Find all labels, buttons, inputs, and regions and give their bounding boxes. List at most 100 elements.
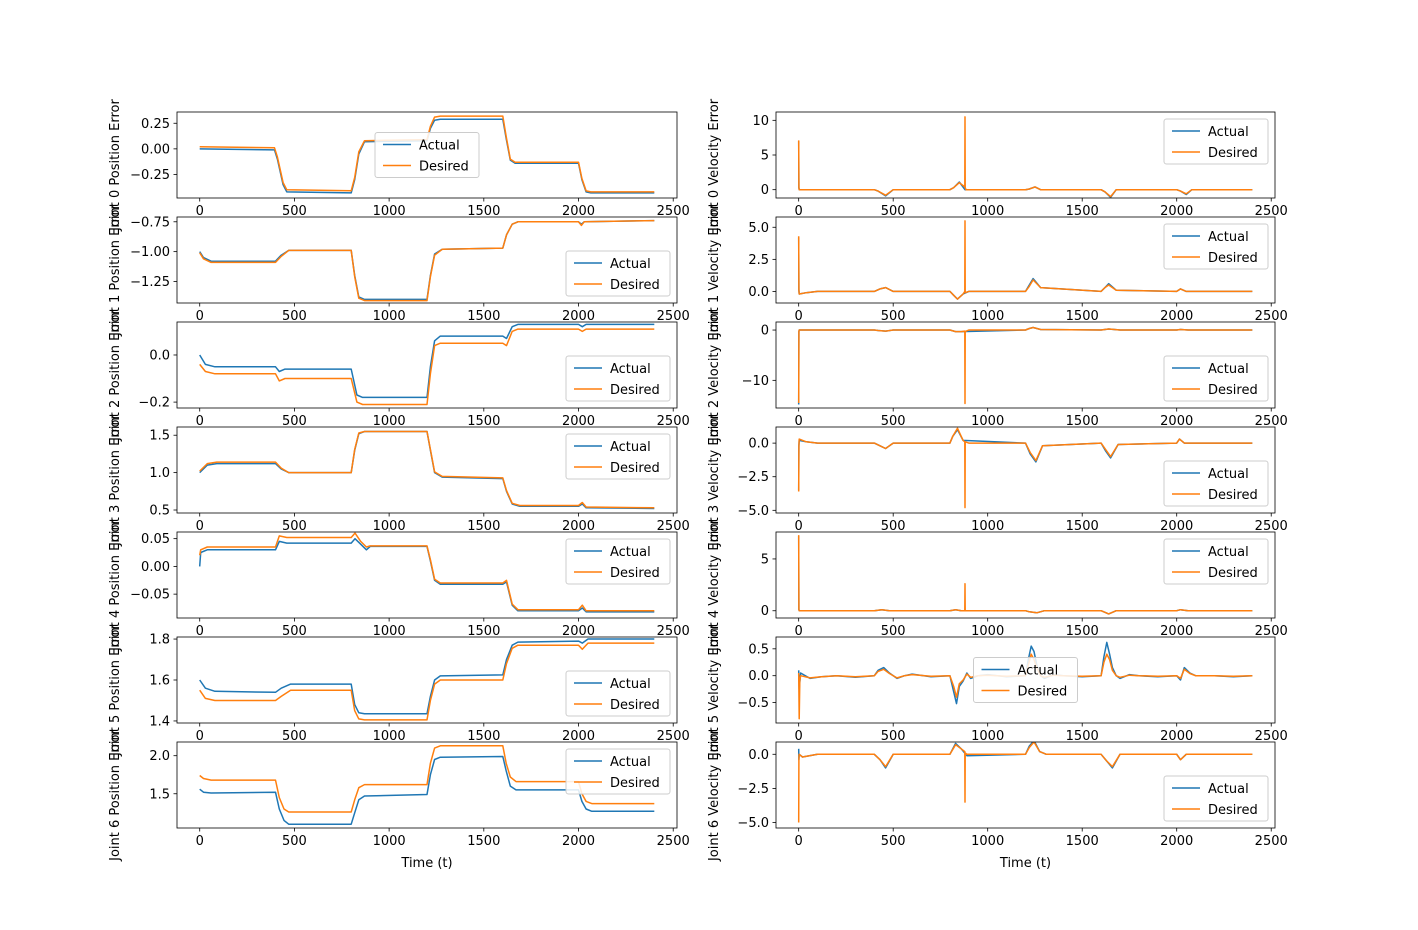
x-tick-label: 0: [795, 204, 803, 219]
x-tick-label: 2000: [1160, 519, 1193, 534]
legend-label-actual: Actual: [1018, 664, 1059, 679]
y-tick-label: 0.00: [141, 560, 170, 575]
x-tick-label: 2000: [562, 729, 595, 744]
legend-label-actual: Actual: [1208, 545, 1249, 560]
x-tick-label: 1500: [467, 204, 500, 219]
x-tick-label: 2000: [1160, 624, 1193, 639]
axes-frame: [176, 426, 678, 514]
subplot-10: 0 500 1000 1500 2000 2500 0.0 −2.5 −5.0 Joint 3 V…: [707, 413, 1288, 547]
x-tick-label: 500: [881, 309, 906, 324]
legend-label-actual: Actual: [610, 755, 651, 770]
x-tick-label: 1000: [373, 729, 406, 744]
axes-frame: [775, 321, 1276, 409]
x-tick-label: 500: [282, 309, 307, 324]
axes-frame: [176, 531, 678, 619]
x-tick-label: 2500: [1255, 834, 1288, 849]
y-tick-label: 0.05: [141, 532, 170, 547]
x-tick-label: 2000: [562, 519, 595, 534]
y-tick-label: −1.00: [130, 245, 170, 260]
legend-label-actual: Actual: [419, 139, 460, 154]
legend: Actual Desired: [1163, 355, 1269, 402]
x-tick-label: 2500: [657, 834, 690, 849]
legend: Actual Desired: [565, 355, 671, 402]
legend: Actual Desired: [565, 250, 671, 297]
legend-label-desired: Desired: [1208, 803, 1258, 818]
x-tick-label: 1500: [467, 729, 500, 744]
y-tick-label: 2.0: [149, 749, 170, 764]
axes-frame: [775, 216, 1276, 304]
y-tick-label: −0.75: [130, 215, 170, 230]
y-tick-label: −2.5: [737, 782, 769, 797]
legend-label-desired: Desired: [419, 160, 469, 175]
legend: Actual Desired: [1163, 538, 1269, 585]
x-tick-label: 500: [282, 204, 307, 219]
x-tick-label: 2000: [1160, 834, 1193, 849]
y-tick-label: 1.0: [149, 466, 170, 481]
series-line-desired: [797, 742, 1253, 823]
y-tick-label: 1.4: [149, 714, 170, 729]
axes-frame: [775, 531, 1276, 619]
y-tick-label: 0.0: [748, 285, 769, 300]
y-tick-label: 0: [761, 604, 769, 619]
y-tick-label: 0.0: [748, 748, 769, 763]
series-line-desired: [797, 427, 1253, 509]
legend: Actual Desired: [374, 132, 480, 178]
x-tick-label: 1000: [971, 519, 1004, 534]
legend: Actual Desired: [1163, 460, 1269, 507]
x-tick-label: 1500: [1066, 309, 1099, 324]
legend-label-desired: Desired: [610, 566, 660, 581]
x-tick-label: 2500: [1255, 309, 1288, 324]
x-tick-label: 1500: [1066, 204, 1099, 219]
subplot-13: 0 500 1000 1500 2000 2500 0.0 −2.5 −5.0 Joint 6 V…: [707, 728, 1288, 871]
x-tick-label: 0: [795, 624, 803, 639]
subplot-11: 0 500 1000 1500 2000 2500 5 0 Joint 4 Velocity E…: [707, 518, 1288, 652]
legend-label-desired: Desired: [610, 776, 660, 791]
x-tick-label: 0: [196, 729, 204, 744]
y-tick-label: 5: [761, 149, 769, 164]
legend-label-actual: Actual: [610, 545, 651, 560]
y-tick-label: 1.8: [149, 633, 170, 648]
legend-label-actual: Actual: [1208, 125, 1249, 140]
legend-label-actual: Actual: [1208, 230, 1249, 245]
x-axis-label: Time (t): [999, 856, 1051, 871]
x-tick-label: 0: [196, 834, 204, 849]
series-line-desired: [199, 115, 655, 193]
y-tick-label: −10: [742, 374, 769, 389]
x-tick-label: 500: [881, 519, 906, 534]
x-tick-label: 1000: [373, 309, 406, 324]
legend-label-desired: Desired: [1208, 488, 1258, 503]
x-tick-label: 1000: [373, 519, 406, 534]
y-tick-label: −5.0: [737, 816, 769, 831]
y-tick-label: 0.0: [748, 437, 769, 452]
x-tick-label: 500: [881, 414, 906, 429]
y-axis-label: Joint 3 Velocity Error: [707, 413, 722, 547]
subplot-4: 0 500 1000 1500 2000 2500 0.05 0.00 −0.05 Joint 4…: [108, 518, 690, 651]
y-tick-label: 1.5: [149, 787, 170, 802]
legend: Actual Desired: [565, 433, 671, 480]
legend: Actual Desired: [1163, 775, 1269, 822]
x-tick-label: 2000: [1160, 204, 1193, 219]
y-tick-label: −0.5: [737, 696, 769, 711]
x-tick-label: 1000: [971, 309, 1004, 324]
x-tick-label: 500: [881, 729, 906, 744]
x-tick-label: 1500: [1066, 834, 1099, 849]
x-tick-label: 500: [282, 414, 307, 429]
series-line-desired: [797, 535, 1253, 615]
legend: Actual Desired: [565, 538, 671, 585]
series-line-desired: [199, 430, 655, 509]
x-tick-label: 0: [795, 309, 803, 324]
y-axis-label: Joint 4 Velocity Error: [707, 518, 722, 652]
legend-label-actual: Actual: [610, 362, 651, 377]
x-tick-label: 500: [881, 204, 906, 219]
x-tick-label: 0: [795, 834, 803, 849]
x-tick-label: 2500: [657, 414, 690, 429]
y-tick-label: −5.0: [737, 504, 769, 519]
x-tick-label: 1500: [467, 309, 500, 324]
axes-frame: [176, 321, 678, 409]
subplot-0: 0 500 1000 1500 2000 2500 0.25 0.00 −0.25 Joint 0…: [108, 98, 690, 231]
y-axis-label: Joint 3 Position Error: [108, 413, 123, 546]
x-tick-label: 2000: [1160, 309, 1193, 324]
x-tick-label: 0: [196, 519, 204, 534]
x-tick-label: 1000: [373, 414, 406, 429]
y-axis-label: Joint 2 Position Error: [108, 308, 123, 441]
